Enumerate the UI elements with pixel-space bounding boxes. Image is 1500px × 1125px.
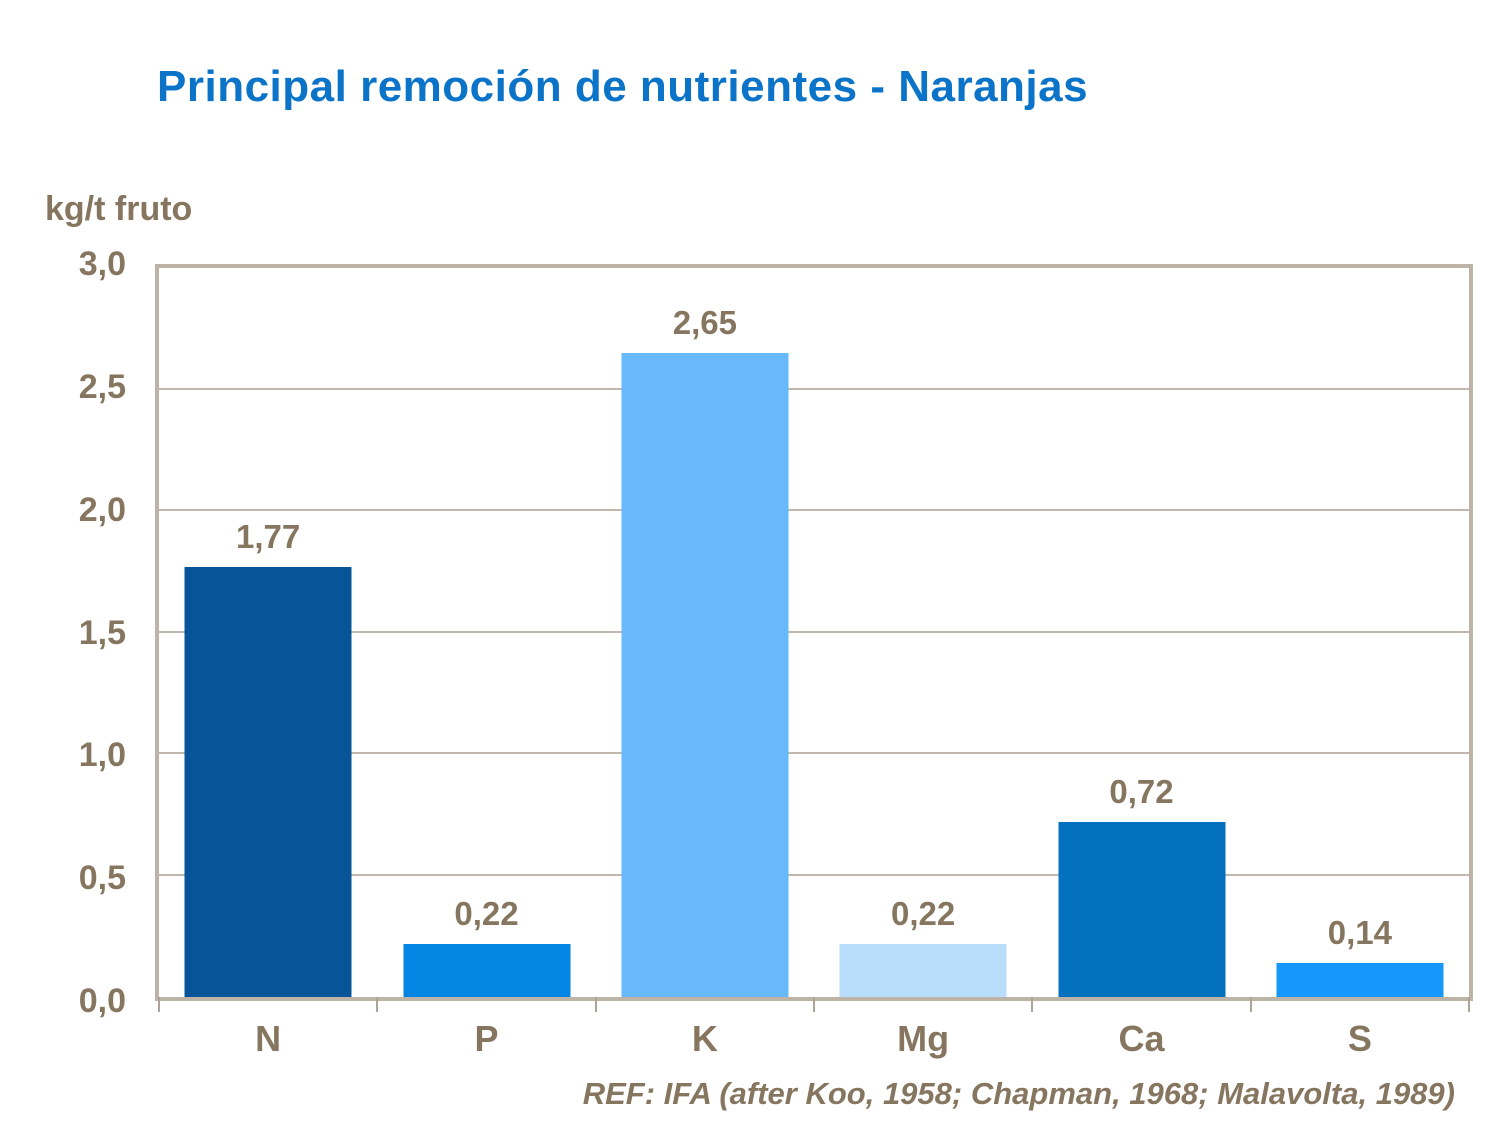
x-axis-tick [376, 997, 379, 1012]
y-tick-label: 3,0 [78, 245, 126, 283]
bar-value-label-N: 1,77 [236, 517, 301, 555]
y-tick-label: 1,0 [78, 736, 126, 775]
gridline [159, 752, 1469, 754]
bar-value-label-Mg: 0,22 [891, 894, 956, 932]
y-tick-label: 2,5 [78, 367, 126, 406]
plot-area: 1,77 N 0,22 P 2,65 K 0,22 Mg 0,72 Ca 0,14 S [155, 264, 1473, 1057]
x-category-label-P: P [474, 1018, 499, 1059]
x-category-label-K: K [691, 1018, 718, 1059]
x-axis-tick [1249, 997, 1252, 1012]
bar-value-label-S: 0,14 [1327, 913, 1392, 951]
gridline [159, 509, 1469, 511]
bar-value-label-P: 0,22 [454, 894, 519, 932]
x-axis-tick [158, 997, 160, 1012]
y-axis-tick-labels: 0,0 0,5 1,0 1,5 2,0 2,5 3,0 [0, 247, 126, 1018]
y-tick-label: 0,0 [78, 982, 126, 1020]
bar-S [1276, 962, 1444, 997]
bar-value-label-K: 2,65 [672, 304, 737, 342]
x-category-label-N: N [255, 1018, 282, 1059]
reference-note: REF: IFA (after Koo, 1958; Chapman, 1968… [582, 1076, 1455, 1111]
gridline [159, 387, 1469, 390]
bar-Mg [839, 943, 1007, 997]
x-category-label-Mg: Mg [897, 1018, 950, 1059]
x-category-label-Ca: Ca [1118, 1018, 1165, 1059]
gridline [159, 873, 1469, 876]
chart-title: Principal remoción de nutrientes - Naran… [157, 62, 1089, 111]
bar-P [402, 943, 571, 997]
bar-K [621, 353, 789, 997]
y-tick-label: 0,5 [78, 859, 126, 898]
x-axis-tick [813, 997, 815, 1012]
y-axis-title: kg/t fruto [45, 190, 193, 228]
x-axis-tick [1468, 997, 1470, 1012]
bar-N [184, 566, 352, 997]
x-category-label-S: S [1347, 1018, 1372, 1059]
x-axis-tick [1031, 997, 1034, 1012]
bar-Ca [1057, 822, 1226, 997]
bar-value-label-Ca: 0,72 [1109, 773, 1174, 811]
gridline [159, 630, 1469, 633]
y-tick-label: 2,0 [78, 490, 126, 529]
x-axis-tick [594, 997, 597, 1012]
y-tick-label: 1,5 [78, 613, 126, 652]
